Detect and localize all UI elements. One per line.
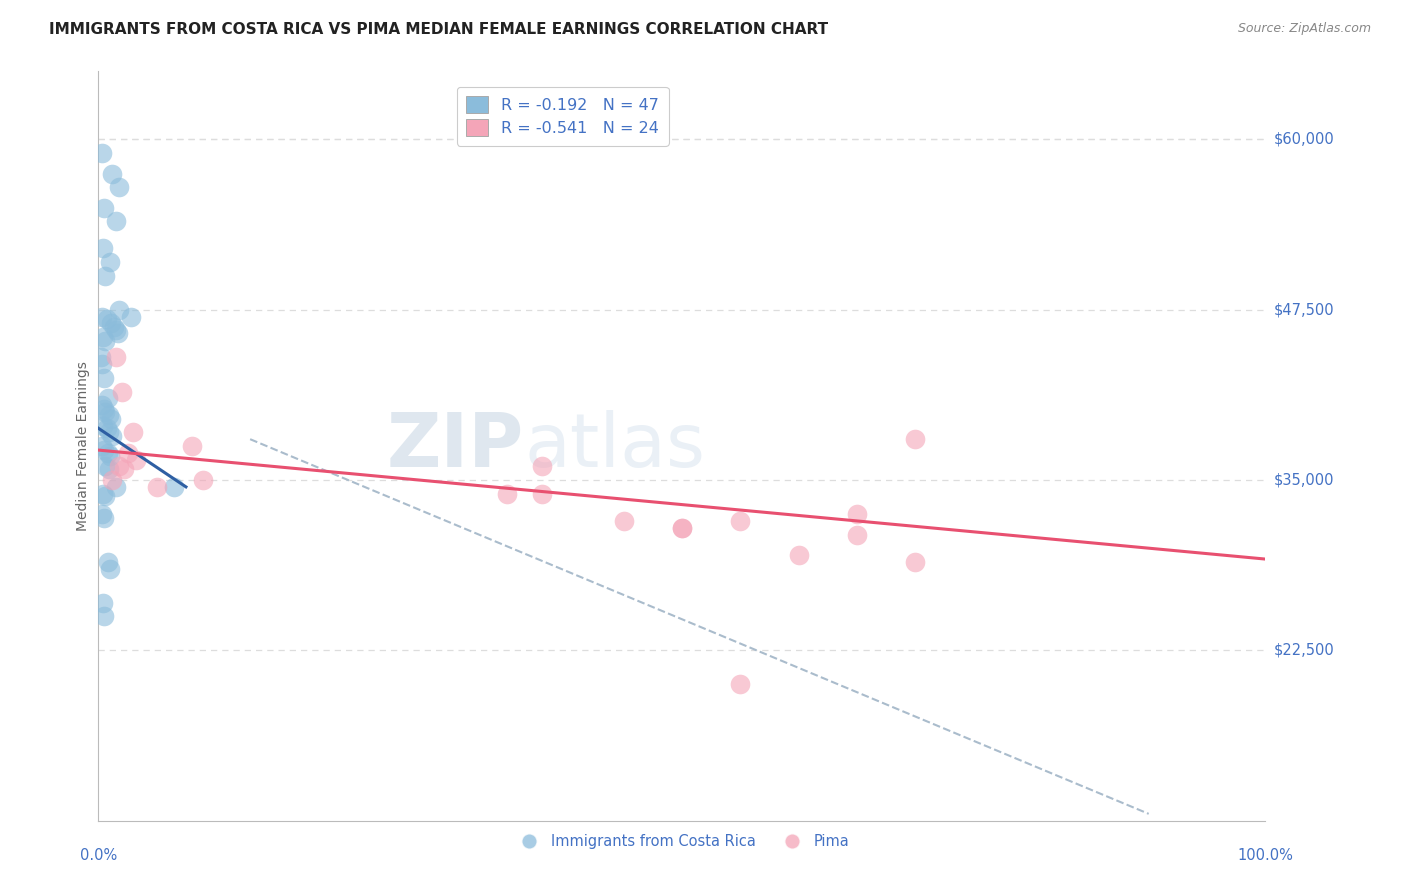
Point [97,408,120,422]
Point [90,146,112,161]
Point [108,180,131,194]
Point [94,459,117,474]
Point [496,486,519,500]
Point [530,486,553,500]
Point [91,242,114,256]
Point [100,411,122,425]
Text: ZIP: ZIP [387,409,524,483]
Point [101,167,124,181]
Point [90,507,112,521]
Point [904,432,927,446]
Point [730,514,752,528]
Text: atlas: atlas [524,409,706,483]
Point [93,201,115,215]
Point [108,302,131,317]
Text: $60,000: $60,000 [1274,132,1334,147]
Point [90,351,112,365]
Point [98,255,121,269]
Point [730,677,752,691]
Point [111,384,134,399]
Point [90,398,112,412]
Point [671,521,693,535]
Point [93,402,115,417]
Text: $47,500: $47,500 [1274,302,1334,318]
Point [91,418,114,433]
Point [117,446,139,460]
Point [94,268,117,283]
Point [96,312,118,326]
Point [103,320,125,334]
Legend: Immigrants from Costa Rica, Pima: Immigrants from Costa Rica, Pima [509,828,855,855]
Text: IMMIGRANTS FROM COSTA RICA VS PIMA MEDIAN FEMALE EARNINGS CORRELATION CHART: IMMIGRANTS FROM COSTA RICA VS PIMA MEDIA… [49,22,828,37]
Point [846,527,869,541]
Point [93,371,115,385]
Text: $35,000: $35,000 [1274,473,1334,488]
Point [904,555,927,569]
Point [97,462,120,476]
Point [90,439,112,453]
Point [787,548,810,562]
Text: 100.0%: 100.0% [1237,848,1294,863]
Point [104,323,127,337]
Point [98,561,121,575]
Point [94,334,117,348]
Point [104,351,127,365]
Point [530,459,553,474]
Text: $22,500: $22,500 [1274,643,1334,657]
Point [120,310,142,324]
Point [101,473,124,487]
Y-axis label: Median Female Earnings: Median Female Earnings [76,361,90,531]
Text: Source: ZipAtlas.com: Source: ZipAtlas.com [1237,22,1371,36]
Point [94,490,117,504]
Point [96,421,118,435]
Point [846,507,869,521]
Point [163,480,186,494]
Point [91,330,114,344]
Point [107,326,129,340]
Point [180,439,202,453]
Point [93,609,115,624]
Point [91,486,114,500]
Point [612,514,634,528]
Point [97,392,120,406]
Point [93,511,115,525]
Point [146,480,169,494]
Point [97,446,120,460]
Point [108,459,131,474]
Point [97,425,120,440]
Point [97,555,120,569]
Point [90,310,112,324]
Point [125,452,148,467]
Point [101,429,124,443]
Point [94,405,117,419]
Point [104,480,127,494]
Point [98,449,121,463]
Point [112,462,135,476]
Point [671,521,693,535]
Point [104,214,127,228]
Point [193,473,215,487]
Text: 0.0%: 0.0% [80,848,117,863]
Point [91,596,114,610]
Point [122,425,145,440]
Point [93,443,115,458]
Point [100,317,122,331]
Point [90,357,112,371]
